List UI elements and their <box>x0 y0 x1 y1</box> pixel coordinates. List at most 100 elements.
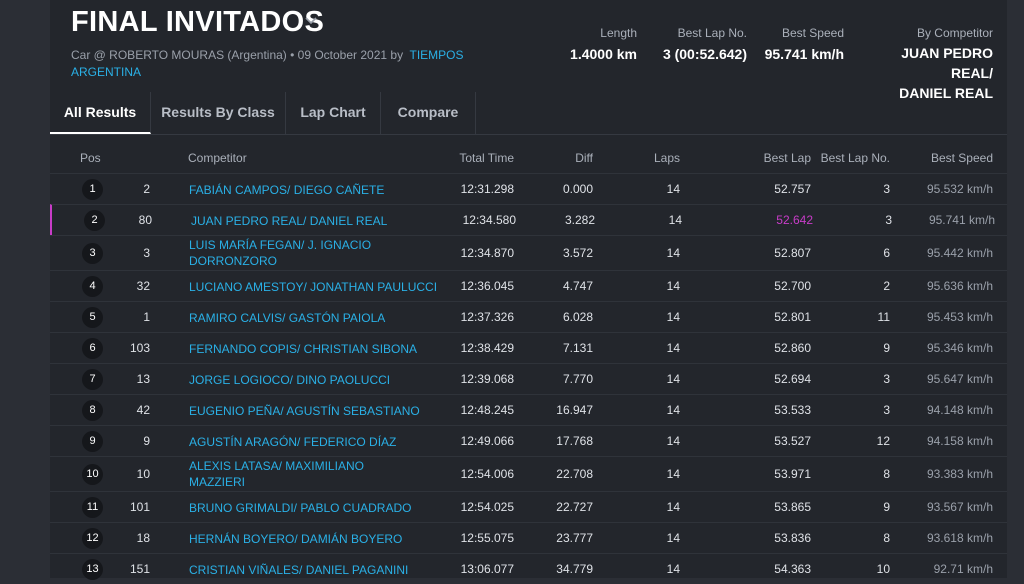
competitor-link[interactable]: JUAN PEDRO REAL/ DANIEL REAL <box>191 214 388 228</box>
table-row[interactable]: 10 10 ALEXIS LATASA/ MAXIMILIANO MAZZIERI 1… <box>50 456 1007 491</box>
event-header: FINAL INVITADOS Car @ ROBERTO MOURAS (Ar… <box>50 0 1007 101</box>
position-badge: 9 <box>82 431 103 452</box>
car-number: 18 <box>136 531 150 545</box>
position-badge: 12 <box>82 528 103 549</box>
best-lap: 52.801 <box>774 310 811 324</box>
table-row[interactable]: 3 3 LUIS MARÍA FEGAN/ J. IGNACIO DORRONZOR… <box>50 235 1007 270</box>
col-best-speed[interactable]: Best Speed <box>930 151 993 165</box>
table-row[interactable]: 7 13 JORGE LOGIOCO/ DINO PAOLUCCI 12:39.068… <box>50 363 1007 394</box>
diff: 22.727 <box>556 500 593 514</box>
diff: 23.777 <box>556 531 593 545</box>
table-row[interactable]: 6 103 FERNANDO COPIS/ CHRISTIAN SIBONA 12:3… <box>50 332 1007 363</box>
car-number: 9 <box>143 434 150 448</box>
stat-length-label: Length <box>600 26 637 40</box>
total-time: 12:38.429 <box>460 341 514 355</box>
stat-best-lap-no-label: Best Lap No. <box>677 26 747 40</box>
laps: 14 <box>666 310 680 324</box>
position-badge: 10 <box>82 464 103 485</box>
total-time: 12:55.075 <box>460 531 514 545</box>
best-lap-no: 3 <box>883 403 890 417</box>
best-speed: 94.158 km/h <box>926 434 993 448</box>
best-lap: 52.642 <box>776 213 813 227</box>
table-row[interactable]: 12 18 HERNÁN BOYERO/ DAMIÁN BOYERO 12:55.07… <box>50 522 1007 553</box>
organizer-link[interactable]: TIEMPOS ARGENTINA <box>71 48 464 79</box>
best-lap-no: 10 <box>876 562 890 576</box>
stat-by-competitor-label: By Competitor <box>916 26 993 40</box>
competitor-link[interactable]: LUIS MARÍA FEGAN/ J. IGNACIO DORRONZORO <box>189 238 372 268</box>
total-time: 12:54.006 <box>460 467 514 481</box>
position-badge: 4 <box>82 276 103 297</box>
best-speed: 95.346 km/h <box>926 341 993 355</box>
diff: 22.708 <box>556 467 593 481</box>
laps: 14 <box>666 562 680 576</box>
event-subtitle: Car @ ROBERTO MOURAS (Argentina) • 09 Oc… <box>71 47 491 81</box>
tab-results-by-class[interactable]: Results By Class <box>151 92 286 134</box>
best-lap: 52.807 <box>774 246 811 260</box>
best-lap: 53.971 <box>774 467 811 481</box>
best-lap-no: 9 <box>883 500 890 514</box>
diff: 16.947 <box>556 403 593 417</box>
left-gutter <box>0 0 50 578</box>
competitor-link[interactable]: RAMIRO CALVIS/ GASTÓN PAIOLA <box>189 311 386 325</box>
best-speed: 95.647 km/h <box>926 372 993 386</box>
diff: 34.779 <box>556 562 593 576</box>
best-lap: 52.694 <box>774 372 811 386</box>
tab-all-results[interactable]: All Results <box>50 92 151 134</box>
event-details: Car @ ROBERTO MOURAS (Argentina) • 09 Oc… <box>71 48 404 62</box>
competitor-link[interactable]: FABIÁN CAMPOS/ DIEGO CAÑETE <box>189 183 385 197</box>
col-best-lap[interactable]: Best Lap <box>763 151 811 165</box>
laps: 14 <box>666 500 680 514</box>
position-badge: 2 <box>84 210 105 231</box>
car-number: 2 <box>143 182 150 196</box>
col-laps[interactable]: Laps <box>653 151 680 165</box>
table-row[interactable]: 9 9 AGUSTÍN ARAGÓN/ FEDERICO DÍAZ 12:49.066… <box>50 425 1007 456</box>
table-row[interactable]: 4 32 LUCIANO AMESTOY/ JONATHAN PAULUCCI 12:… <box>50 270 1007 301</box>
tab-lap-chart[interactable]: Lap Chart <box>286 92 381 134</box>
competitor-link[interactable]: CRISTIAN VIÑALES/ DANIEL PAGANINI <box>189 563 409 577</box>
car-number: 13 <box>136 372 150 386</box>
best-lap-no: 12 <box>876 434 890 448</box>
chevron-down-icon[interactable] <box>304 14 318 28</box>
table-row[interactable]: 8 42 EUGENIO PEÑA/ AGUSTÍN SEBASTIANO 12:48… <box>50 394 1007 425</box>
table-row[interactable]: 11 101 BRUNO GRIMALDI/ PABLO CUADRADO 12:54… <box>50 491 1007 522</box>
competitor-link[interactable]: BRUNO GRIMALDI/ PABLO CUADRADO <box>189 501 412 515</box>
position-badge: 11 <box>82 497 103 518</box>
table-row[interactable]: 2 80 JUAN PEDRO REAL/ DANIEL REAL 12:34.580… <box>50 204 1007 235</box>
col-diff[interactable]: Diff <box>575 151 593 165</box>
best-speed: 95.741 km/h <box>928 213 995 227</box>
competitor-link[interactable]: EUGENIO PEÑA/ AGUSTÍN SEBASTIANO <box>189 404 420 418</box>
results-tabs: All Results Results By Class Lap Chart C… <box>50 92 1007 135</box>
table-body: 1 2 FABIÁN CAMPOS/ DIEGO CAÑETE 12:31.298 0.… <box>50 173 1007 584</box>
table-row[interactable]: 1 2 FABIÁN CAMPOS/ DIEGO CAÑETE 12:31.298 0.… <box>50 173 1007 204</box>
table-row[interactable]: 5 1 RAMIRO CALVIS/ GASTÓN PAIOLA 12:37.326 6… <box>50 301 1007 332</box>
stat-best-lap-no-value: 3 (00:52.642) <box>662 46 747 62</box>
car-number: 3 <box>143 246 150 260</box>
best-lap: 53.527 <box>774 434 811 448</box>
stat-best-speed-label: Best Speed <box>781 26 844 40</box>
laps: 14 <box>668 213 682 227</box>
total-time: 12:37.326 <box>460 310 514 324</box>
competitor-link[interactable]: LUCIANO AMESTOY/ JONATHAN PAULUCCI <box>189 280 438 294</box>
col-pos[interactable]: Pos <box>80 151 101 165</box>
car-number: 80 <box>138 213 152 227</box>
competitor-link[interactable]: HERNÁN BOYERO/ DAMIÁN BOYERO <box>189 532 403 546</box>
competitor-link[interactable]: FERNANDO COPIS/ CHRISTIAN SIBONA <box>189 342 418 356</box>
table-row[interactable]: 13 151 CRISTIAN VIÑALES/ DANIEL PAGANINI 13… <box>50 553 1007 584</box>
laps: 14 <box>666 246 680 260</box>
col-total-time[interactable]: Total Time <box>459 151 514 165</box>
diff: 7.770 <box>562 372 593 386</box>
competitor-link[interactable]: AGUSTÍN ARAGÓN/ FEDERICO DÍAZ <box>189 435 397 449</box>
laps: 14 <box>666 403 680 417</box>
stat-best-speed: Best Speed 95.741 km/h <box>765 26 844 63</box>
position-badge: 6 <box>82 338 103 359</box>
competitor-link[interactable]: JORGE LOGIOCO/ DINO PAOLUCCI <box>189 373 391 387</box>
diff: 0.000 <box>562 182 593 196</box>
best-speed: 95.442 km/h <box>926 246 993 260</box>
tab-compare[interactable]: Compare <box>381 92 476 134</box>
competitor-link[interactable]: ALEXIS LATASA/ MAXIMILIANO MAZZIERI <box>189 459 364 489</box>
best-speed: 94.148 km/h <box>926 403 993 417</box>
col-best-lap-no[interactable]: Best Lap No. <box>820 151 890 165</box>
position-badge: 1 <box>82 179 103 200</box>
position-badge: 3 <box>82 243 103 264</box>
col-competitor[interactable]: Competitor <box>188 151 247 165</box>
